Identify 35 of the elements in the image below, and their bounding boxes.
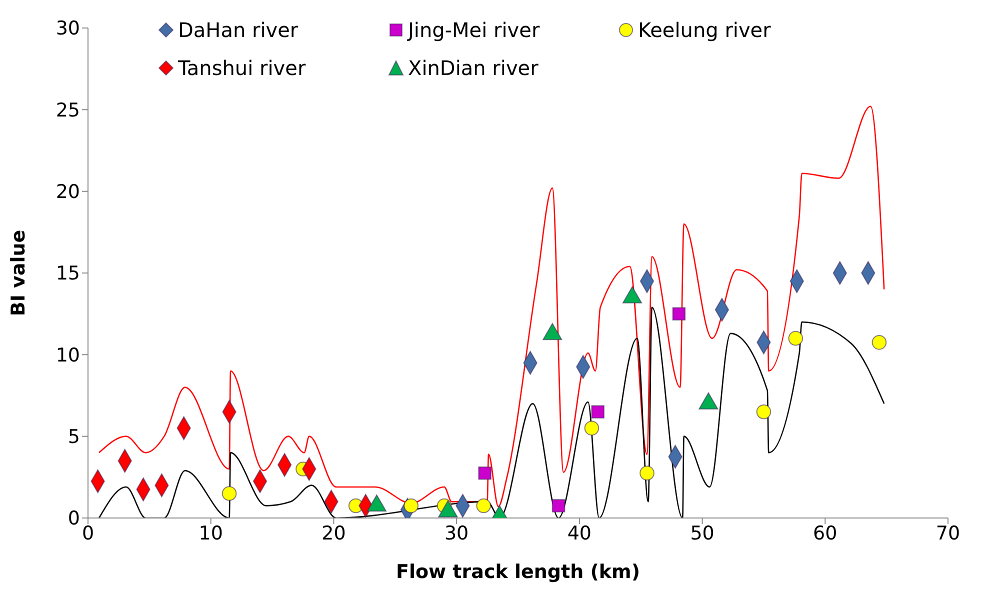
x-tick-label: 20 — [322, 522, 346, 544]
point — [672, 307, 686, 320]
legend-label: Keelung river — [637, 18, 772, 42]
x-tick-label: 60 — [813, 522, 838, 544]
legend-label: Jing-Mei river — [406, 18, 541, 42]
y-tick-label: 20 — [56, 181, 80, 204]
point — [640, 466, 654, 480]
x-tick-label: 30 — [444, 522, 469, 544]
y-axis-title: BI value — [8, 230, 30, 316]
point — [478, 466, 492, 480]
x-tick-label: 10 — [198, 522, 223, 544]
y-tick-label: 0 — [68, 508, 80, 530]
x-axis-title: Flow track length (km) — [396, 561, 640, 583]
y-tick-label: 5 — [68, 426, 80, 448]
x-tick-label: 70 — [936, 522, 960, 544]
point — [552, 499, 566, 512]
legend-label: XinDian river — [407, 56, 540, 80]
point — [404, 498, 419, 514]
y-tick-label: 25 — [56, 99, 80, 122]
point — [584, 420, 600, 436]
line-series — [98, 306, 885, 518]
y-tick-label: 30 — [56, 18, 80, 40]
point — [476, 498, 492, 514]
point — [222, 486, 237, 501]
y-tick-label: 15 — [56, 262, 80, 285]
legend-label: DaHan river — [177, 18, 300, 42]
x-tick-label: 0 — [82, 522, 94, 544]
point — [591, 405, 604, 418]
point — [756, 404, 772, 420]
point — [872, 335, 887, 350]
x-tick-label: 40 — [567, 522, 592, 544]
y-tick-label: 10 — [56, 344, 80, 366]
x-tick-label: 50 — [690, 522, 714, 544]
legend-label: Tanshui river — [177, 56, 307, 80]
point — [788, 330, 804, 346]
